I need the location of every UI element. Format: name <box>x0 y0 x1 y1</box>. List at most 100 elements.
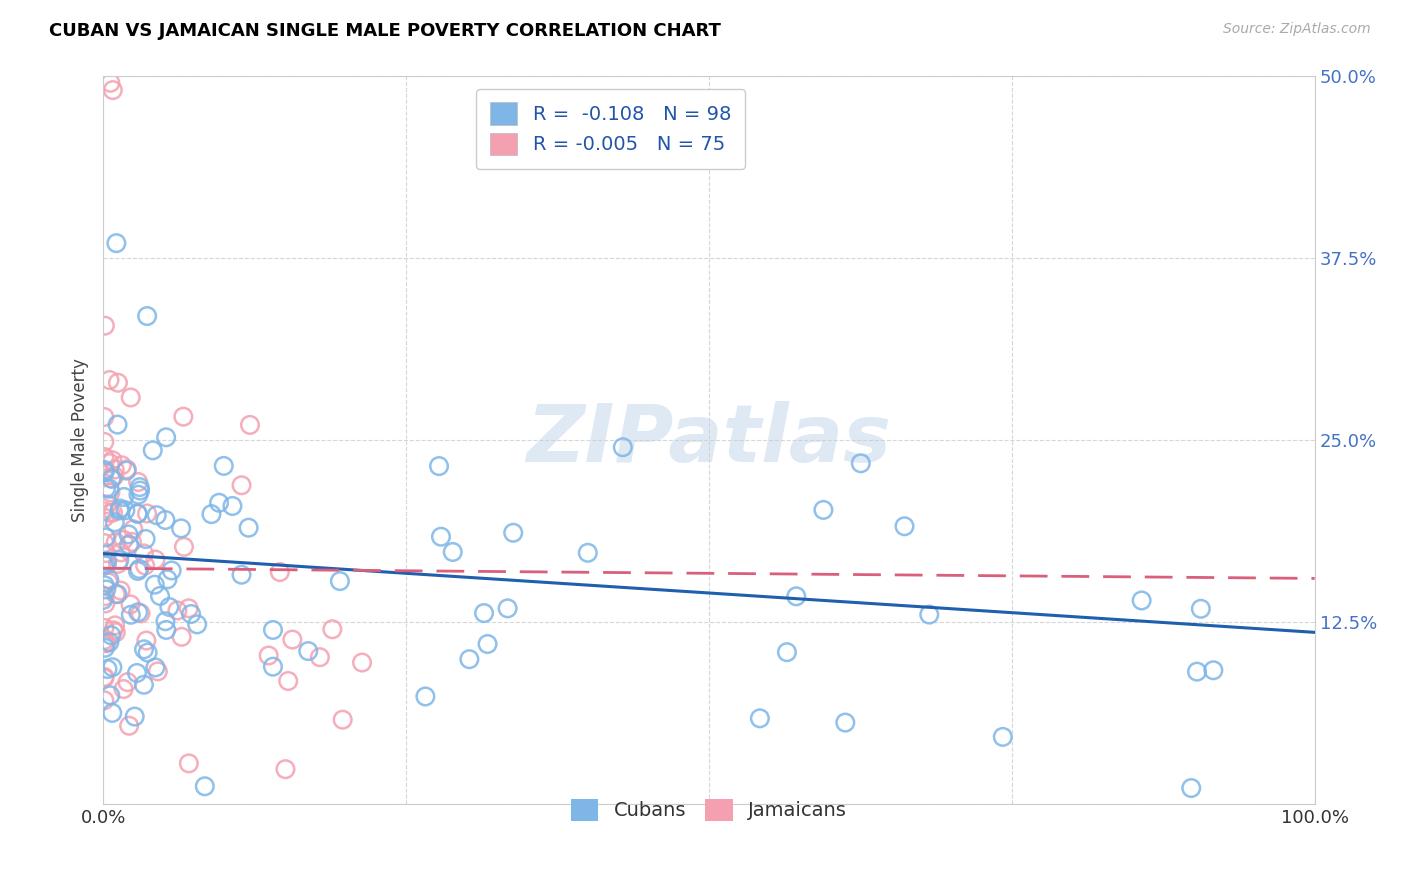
Point <box>93 450 115 464</box>
Point <box>115 464 138 478</box>
Point <box>94 465 117 479</box>
Point <box>155 430 177 444</box>
Point <box>238 521 260 535</box>
Legend: Cubans, Jamaicans: Cubans, Jamaicans <box>557 785 860 835</box>
Point <box>281 632 304 647</box>
Point <box>212 458 235 473</box>
Point <box>115 462 138 476</box>
Point <box>776 645 799 659</box>
Point <box>134 558 156 573</box>
Point <box>100 628 122 642</box>
Point <box>101 453 124 467</box>
Point <box>170 630 193 644</box>
Point <box>1130 593 1153 607</box>
Point <box>107 557 129 571</box>
Point <box>269 565 291 579</box>
Point <box>576 546 599 560</box>
Point <box>96 554 118 568</box>
Point <box>129 483 152 498</box>
Point <box>127 605 149 619</box>
Point <box>477 637 499 651</box>
Point <box>100 472 122 486</box>
Point <box>98 373 121 387</box>
Text: CUBAN VS JAMAICAN SINGLE MALE POVERTY CORRELATION CHART: CUBAN VS JAMAICAN SINGLE MALE POVERTY CO… <box>49 22 721 40</box>
Point <box>121 535 143 549</box>
Point <box>136 646 159 660</box>
Point <box>430 530 453 544</box>
Point <box>208 496 231 510</box>
Point <box>125 665 148 680</box>
Point <box>155 614 177 628</box>
Point <box>94 558 117 573</box>
Point <box>94 640 117 655</box>
Point <box>122 522 145 536</box>
Point <box>1185 665 1208 679</box>
Point <box>100 76 122 90</box>
Point <box>128 562 150 576</box>
Point <box>101 706 124 720</box>
Point <box>127 507 149 521</box>
Point <box>231 567 253 582</box>
Point <box>108 501 131 516</box>
Point <box>127 564 149 578</box>
Point <box>194 779 217 793</box>
Point <box>101 506 124 520</box>
Point <box>94 531 117 545</box>
Point <box>107 417 129 432</box>
Point <box>173 540 195 554</box>
Point <box>321 622 343 636</box>
Point <box>135 532 157 546</box>
Point <box>98 573 121 587</box>
Point <box>127 488 149 502</box>
Point <box>98 482 121 496</box>
Point <box>180 607 202 621</box>
Point <box>103 624 125 638</box>
Point <box>120 598 142 612</box>
Point <box>834 715 856 730</box>
Point <box>94 597 117 611</box>
Point <box>112 490 135 504</box>
Point <box>441 545 464 559</box>
Point <box>93 693 115 707</box>
Point <box>93 670 115 684</box>
Point <box>170 521 193 535</box>
Point <box>129 607 152 621</box>
Point <box>111 458 134 473</box>
Point <box>104 618 127 632</box>
Point <box>104 625 127 640</box>
Point <box>849 456 872 470</box>
Point <box>458 652 481 666</box>
Point <box>94 636 117 650</box>
Point <box>785 590 807 604</box>
Point <box>96 497 118 511</box>
Point <box>991 730 1014 744</box>
Point <box>117 527 139 541</box>
Point <box>128 480 150 494</box>
Point <box>96 558 118 572</box>
Point <box>108 553 131 567</box>
Point <box>94 481 117 495</box>
Point <box>160 564 183 578</box>
Point <box>93 671 115 685</box>
Point <box>118 719 141 733</box>
Point <box>612 440 634 454</box>
Point <box>91 593 114 607</box>
Point <box>93 463 115 477</box>
Point <box>502 525 524 540</box>
Point <box>132 546 155 560</box>
Point <box>127 507 149 521</box>
Point <box>262 659 284 673</box>
Point <box>918 607 941 622</box>
Point <box>94 589 117 603</box>
Text: ZIPatlas: ZIPatlas <box>526 401 891 479</box>
Point <box>93 536 115 550</box>
Point <box>96 662 118 676</box>
Y-axis label: Single Male Poverty: Single Male Poverty <box>72 358 89 522</box>
Point <box>297 644 319 658</box>
Point <box>136 507 159 521</box>
Point <box>1180 780 1202 795</box>
Point <box>108 503 131 517</box>
Point <box>107 587 129 601</box>
Point <box>93 409 115 424</box>
Point <box>110 545 132 559</box>
